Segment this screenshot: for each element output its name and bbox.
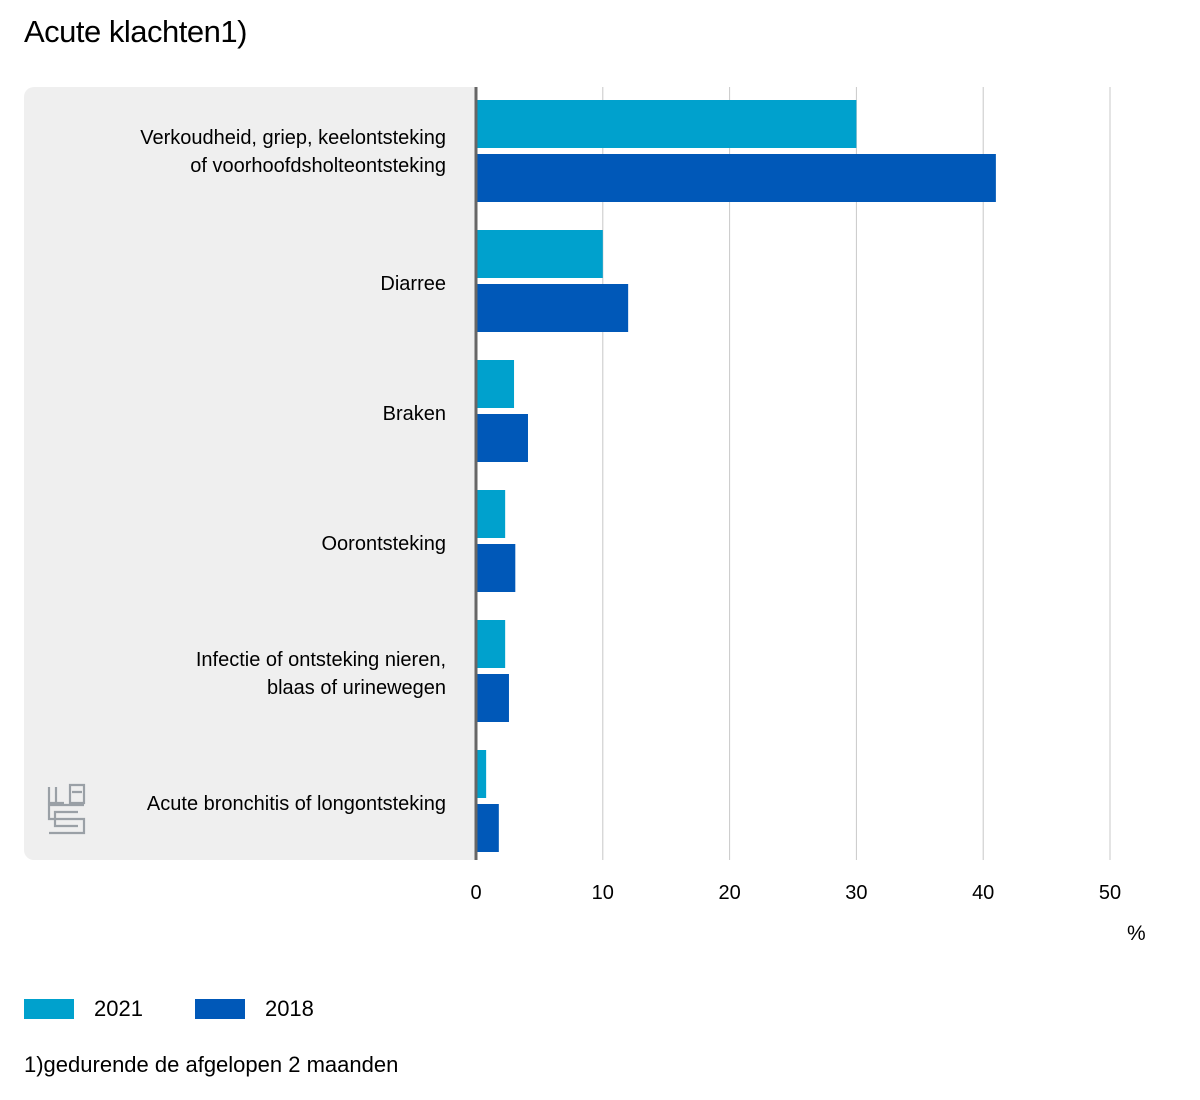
bar-2018-cat-5 bbox=[476, 804, 499, 852]
x-axis-unit-label: % bbox=[1127, 922, 1146, 945]
bar-2018-cat-4 bbox=[476, 674, 509, 722]
cbs-logo-icon bbox=[47, 783, 86, 835]
bar-2021-cat-0 bbox=[476, 100, 857, 148]
x-tick-label-30: 30 bbox=[845, 882, 867, 904]
bar-2021-cat-1 bbox=[476, 230, 603, 278]
category-label-0: Verkoudheid, griep, keelontsteking of voo… bbox=[140, 127, 446, 177]
panel-edge-mask bbox=[476, 86, 488, 861]
category-panel-background bbox=[24, 87, 484, 860]
x-tick-label-0: 0 bbox=[470, 882, 481, 904]
bar-2021-cat-2 bbox=[476, 360, 515, 408]
bar-2021-cat-3 bbox=[476, 490, 506, 538]
bar-2018-cat-2 bbox=[476, 414, 528, 462]
legend: 2021 2018 bbox=[24, 996, 366, 1022]
bar-2018-cat-3 bbox=[476, 544, 516, 592]
legend-item-2018: 2018 bbox=[194, 996, 314, 1022]
bar-2018-cat-0 bbox=[476, 154, 996, 202]
x-tick-label-10: 10 bbox=[592, 882, 614, 904]
category-label-4: Infectie of ontsteking nieren, blaas of u… bbox=[196, 649, 446, 699]
category-label-3: Oorontsteking bbox=[321, 533, 446, 555]
category-label-1: Diarree bbox=[380, 273, 446, 295]
category-label-2: Braken bbox=[383, 403, 446, 425]
x-tick-label-20: 20 bbox=[718, 882, 740, 904]
legend-swatch-2018 bbox=[194, 999, 245, 1019]
footnote: 1)gedurende de afgelopen 2 maanden bbox=[24, 1052, 399, 1077]
legend-swatch-2021 bbox=[24, 999, 74, 1019]
legend-item-2021: 2021 bbox=[24, 996, 143, 1022]
x-tick-label-50: 50 bbox=[1099, 882, 1121, 904]
x-tick-label-40: 40 bbox=[972, 882, 994, 904]
chart-title: Acute klachten1) bbox=[24, 14, 247, 49]
bar-2018-cat-1 bbox=[476, 284, 629, 332]
category-label-5: Acute bronchitis of longontsteking bbox=[147, 793, 446, 815]
bar-2021-cat-4 bbox=[476, 620, 506, 668]
legend-label-2018: 2018 bbox=[264, 996, 314, 1021]
bar-2021-cat-5 bbox=[476, 750, 487, 798]
legend-label-2021: 2021 bbox=[94, 996, 143, 1021]
